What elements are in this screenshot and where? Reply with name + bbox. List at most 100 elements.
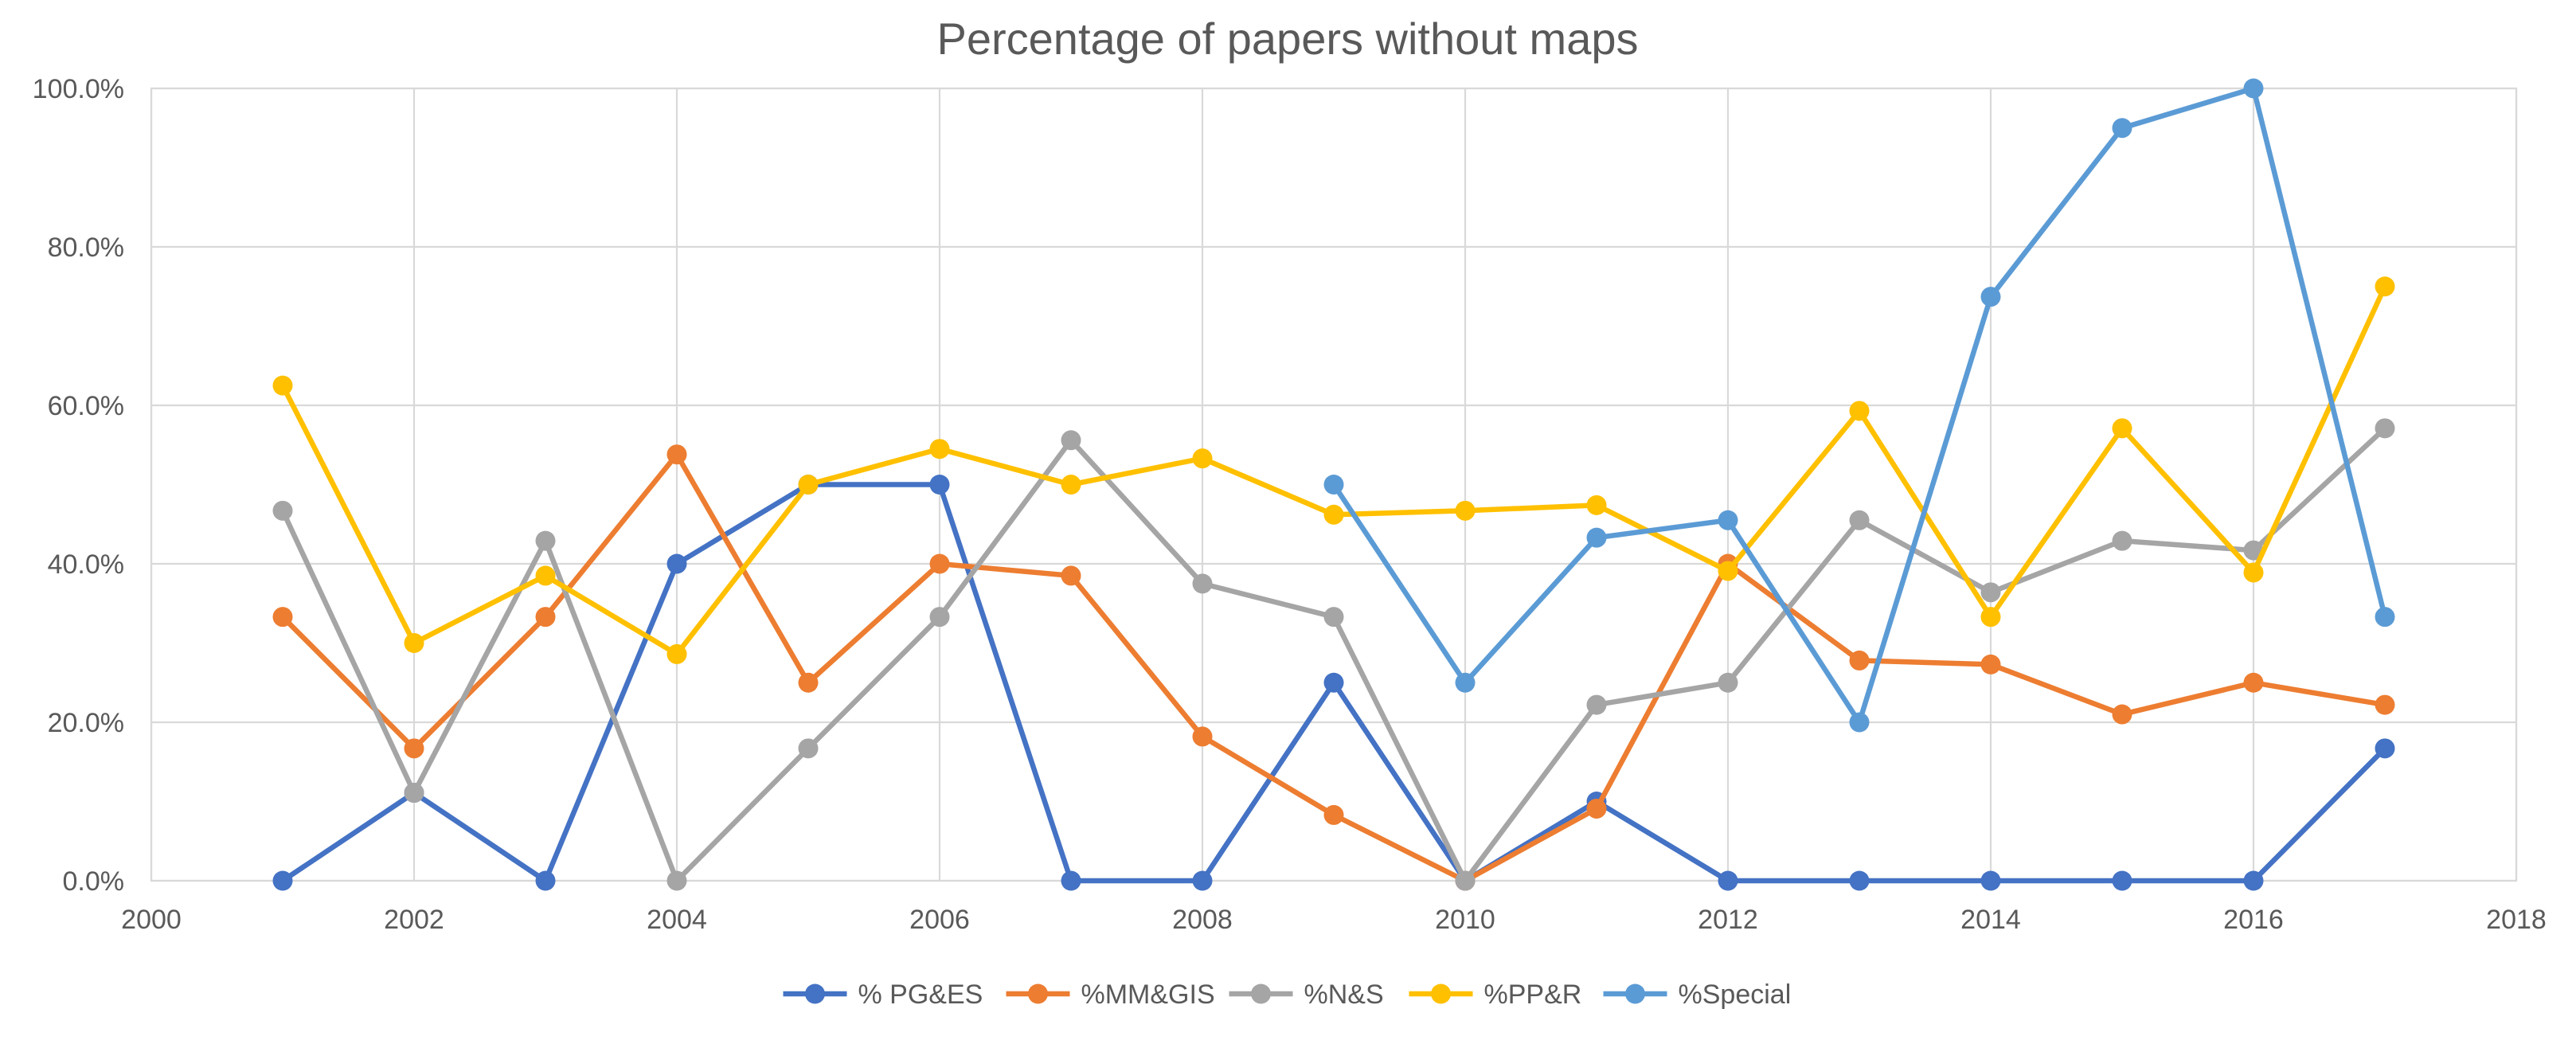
data-point-mm-gis [666,444,687,465]
x-tick-label: 2014 [1960,905,2021,935]
data-point-pg-es [2112,870,2132,891]
data-point-pg-es [2243,870,2264,891]
data-point-pp-r [2375,276,2395,297]
legend-label: %Special [1679,979,1792,1010]
data-point-n-s [666,870,687,891]
series-pp-r [272,276,2395,664]
legend-marker [1625,983,1645,1004]
data-point-pp-r [1455,500,1476,521]
legend: % PG&ES %MM&GIS %N&S %PP&R %Special [783,979,1792,1010]
legend-item-special: %Special [1603,979,1792,1010]
data-point-special [1849,712,1870,733]
data-point-mm-gis [1192,726,1213,747]
data-point-mm-gis [1323,804,1344,825]
data-point-pp-r [1980,607,2001,628]
y-tick-label: 40.0% [48,549,124,580]
legend-marker [1431,983,1451,1004]
data-point-pg-es [1849,870,1870,891]
y-tick-label: 100.0% [33,74,124,104]
series-n-s [272,418,2395,891]
data-point-special [2375,607,2395,628]
data-point-n-s [1718,672,1738,693]
data-point-pg-es [666,553,687,574]
data-point-special [1323,475,1344,495]
data-point-n-s [2112,530,2132,551]
y-tick-label: 60.0% [48,391,124,421]
data-point-pp-r [929,439,950,459]
x-tick-label: 2016 [2223,905,2284,935]
data-point-pp-r [404,633,424,653]
data-point-pp-r [1718,561,1738,581]
data-point-n-s [404,783,424,804]
legend-label: %N&S [1304,979,1384,1010]
data-point-pp-r [1586,495,1607,515]
data-point-n-s [798,738,819,759]
data-point-special [2243,78,2264,99]
data-point-n-s [1586,694,1607,715]
data-point-pg-es [929,475,950,495]
series-layer [272,78,2395,891]
data-point-pp-r [1849,401,1870,421]
x-tick-label: 2002 [384,905,444,935]
legend-label: %MM&GIS [1081,979,1215,1010]
data-point-n-s [1455,870,1476,891]
legend-marker [805,983,825,1004]
data-point-pp-r [535,565,556,586]
data-point-mm-gis [2375,694,2395,715]
x-tick-label: 2010 [1435,905,1495,935]
data-point-n-s [2375,418,2395,439]
x-tick-label: 2008 [1172,905,1233,935]
data-point-n-s [535,530,556,551]
series-pg-es [272,475,2395,891]
x-tick-label: 2000 [121,905,182,935]
legend-item-pp-r: %PP&R [1409,979,1581,1010]
data-point-n-s [2243,540,2264,561]
axis-layer: 0.0% 20.0% 40.0% 60.0% 80.0% 100.0% 2000 2002 20… [33,74,2547,935]
legend-item-pg-es: % PG&ES [783,979,983,1010]
data-point-n-s [1849,510,1870,530]
y-tick-label: 0.0% [63,866,125,897]
data-point-pp-r [1323,504,1344,525]
legend-marker [1028,983,1048,1004]
data-point-n-s [1061,430,1081,451]
data-point-special [1980,287,2001,307]
legend-marker [1251,983,1271,1004]
data-point-pp-r [2243,562,2264,583]
data-point-pg-es [2375,738,2395,759]
data-point-special [2112,118,2132,139]
data-point-mm-gis [2243,672,2264,693]
data-point-pg-es [1323,672,1344,693]
data-point-pg-es [535,870,556,891]
data-point-pg-es [1718,870,1738,891]
data-point-pp-r [666,643,687,664]
data-point-pg-es [1980,870,2001,891]
data-point-n-s [1980,582,2001,603]
data-point-mm-gis [272,607,293,628]
x-tick-label: 2018 [2486,905,2547,935]
data-point-special [1718,510,1738,530]
data-point-mm-gis [404,738,424,759]
x-tick-label: 2004 [647,905,707,935]
data-point-special [1586,527,1607,548]
x-tick-label: 2012 [1698,905,1758,935]
data-point-special [1455,672,1476,693]
data-point-n-s [1192,573,1213,594]
y-tick-label: 20.0% [48,708,124,738]
data-point-mm-gis [1980,654,2001,674]
data-point-mm-gis [2112,704,2132,725]
data-point-n-s [272,500,293,521]
series-special [1323,78,2395,733]
data-point-pp-r [798,475,819,495]
data-point-n-s [929,607,950,628]
data-point-mm-gis [1061,565,1081,586]
data-point-pp-r [2112,418,2132,439]
data-point-mm-gis [929,553,950,574]
x-tick-label: 2006 [909,905,970,935]
chart-title: Percentage of papers without maps [937,14,1639,64]
series-mm-gis [272,444,2395,891]
data-point-pp-r [1061,475,1081,495]
data-point-pp-r [1192,448,1213,469]
data-point-pg-es [1192,870,1213,891]
